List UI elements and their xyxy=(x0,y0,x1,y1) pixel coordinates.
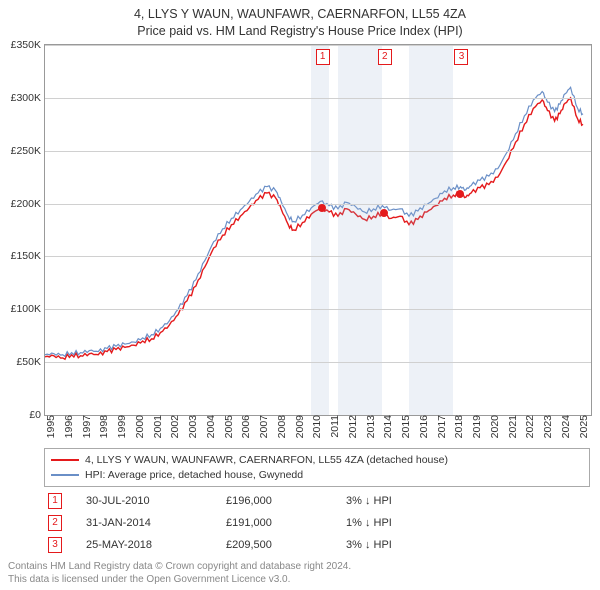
sale-diff: 3% ↓ HPI xyxy=(346,495,506,507)
x-tick-label: 2000 xyxy=(130,415,146,438)
chart-dot-3 xyxy=(456,190,464,198)
y-tick-label: £200K xyxy=(11,198,45,210)
title-line1: 4, LLYS Y WAUN, WAUNFAWR, CAERNARFON, LL… xyxy=(0,6,600,23)
sale-diff: 3% ↓ HPI xyxy=(346,539,506,551)
sales-table: 130-JUL-2010£196,0003% ↓ HPI231-JAN-2014… xyxy=(44,490,590,556)
legend-label: 4, LLYS Y WAUN, WAUNFAWR, CAERNARFON, LL… xyxy=(85,453,448,468)
sale-marker: 1 xyxy=(48,493,62,509)
x-tick-label: 2024 xyxy=(556,415,572,438)
gridline xyxy=(45,45,591,46)
x-tick-label: 2025 xyxy=(574,415,590,438)
legend-label: HPI: Average price, detached house, Gwyn… xyxy=(85,468,303,483)
x-tick-label: 1999 xyxy=(112,415,128,438)
y-tick-label: £150K xyxy=(11,250,45,262)
chart-marker-2: 2 xyxy=(378,49,392,65)
y-tick-label: £350K xyxy=(11,39,45,51)
chart-dot-2 xyxy=(380,209,388,217)
x-tick-label: 1996 xyxy=(59,415,75,438)
legend-swatch xyxy=(51,474,79,476)
x-tick-label: 1995 xyxy=(41,415,57,438)
x-tick-label: 2022 xyxy=(520,415,536,438)
x-tick-label: 2013 xyxy=(361,415,377,438)
x-tick-label: 2020 xyxy=(485,415,501,438)
sale-row: 3 25-MAY-2018£209,5003% ↓ HPI xyxy=(44,534,590,556)
chart-dot-1 xyxy=(318,204,326,212)
y-tick-label: £50K xyxy=(16,356,45,368)
sale-date: 30-JUL-2010 xyxy=(86,495,226,507)
gridline xyxy=(45,309,591,310)
x-tick-label: 2019 xyxy=(467,415,483,438)
y-tick-label: £250K xyxy=(11,145,45,157)
footer-line1: Contains HM Land Registry data © Crown c… xyxy=(8,560,351,573)
x-tick-label: 2001 xyxy=(148,415,164,438)
x-tick-label: 2018 xyxy=(449,415,465,438)
gridline xyxy=(45,256,591,257)
chart-marker-1: 1 xyxy=(316,49,330,65)
x-tick-label: 1997 xyxy=(77,415,93,438)
legend-item: 4, LLYS Y WAUN, WAUNFAWR, CAERNARFON, LL… xyxy=(51,453,583,468)
legend-box: 4, LLYS Y WAUN, WAUNFAWR, CAERNARFON, LL… xyxy=(44,448,590,487)
gridline xyxy=(45,151,591,152)
sale-marker: 2 xyxy=(48,515,62,531)
x-tick-label: 2005 xyxy=(219,415,235,438)
plot-area: £0£50K£100K£150K£200K£250K£300K£350K1995… xyxy=(44,44,592,416)
x-tick-label: 2002 xyxy=(165,415,181,438)
x-tick-label: 2012 xyxy=(343,415,359,438)
legend-item: HPI: Average price, detached house, Gwyn… xyxy=(51,468,583,483)
legend-swatch xyxy=(51,459,79,461)
x-tick-label: 2009 xyxy=(290,415,306,438)
x-tick-label: 2021 xyxy=(503,415,519,438)
x-tick-label: 2014 xyxy=(378,415,394,438)
y-tick-label: £300K xyxy=(11,92,45,104)
x-tick-label: 2023 xyxy=(538,415,554,438)
footer-line2: This data is licensed under the Open Gov… xyxy=(8,573,351,586)
shaded-band xyxy=(338,45,382,415)
sale-row: 1 30-JUL-2010£196,0003% ↓ HPI xyxy=(44,490,590,512)
sale-diff: 1% ↓ HPI xyxy=(346,517,506,529)
shaded-band xyxy=(409,45,453,415)
x-tick-label: 2008 xyxy=(272,415,288,438)
footer-text: Contains HM Land Registry data © Crown c… xyxy=(8,560,351,586)
x-tick-label: 2015 xyxy=(396,415,412,438)
title-line2: Price paid vs. HM Land Registry's House … xyxy=(0,23,600,40)
gridline xyxy=(45,98,591,99)
sale-price: £209,500 xyxy=(226,539,346,551)
chart-container: 4, LLYS Y WAUN, WAUNFAWR, CAERNARFON, LL… xyxy=(0,0,600,590)
sale-price: £191,000 xyxy=(226,517,346,529)
x-tick-label: 2017 xyxy=(432,415,448,438)
sale-price: £196,000 xyxy=(226,495,346,507)
y-tick-label: £100K xyxy=(11,303,45,315)
x-tick-label: 2006 xyxy=(236,415,252,438)
x-tick-label: 2004 xyxy=(201,415,217,438)
chart-marker-3: 3 xyxy=(454,49,468,65)
sale-row: 2 31-JAN-2014£191,0001% ↓ HPI xyxy=(44,512,590,534)
sale-date: 31-JAN-2014 xyxy=(86,517,226,529)
sale-date: 25-MAY-2018 xyxy=(86,539,226,551)
x-tick-label: 2010 xyxy=(307,415,323,438)
gridline xyxy=(45,362,591,363)
shaded-band xyxy=(311,45,329,415)
x-tick-label: 2016 xyxy=(414,415,430,438)
x-tick-label: 2011 xyxy=(325,415,341,438)
sale-marker: 3 xyxy=(48,537,62,553)
x-tick-label: 2003 xyxy=(183,415,199,438)
chart-title: 4, LLYS Y WAUN, WAUNFAWR, CAERNARFON, LL… xyxy=(0,0,600,40)
x-tick-label: 2007 xyxy=(254,415,270,438)
x-tick-label: 1998 xyxy=(94,415,110,438)
